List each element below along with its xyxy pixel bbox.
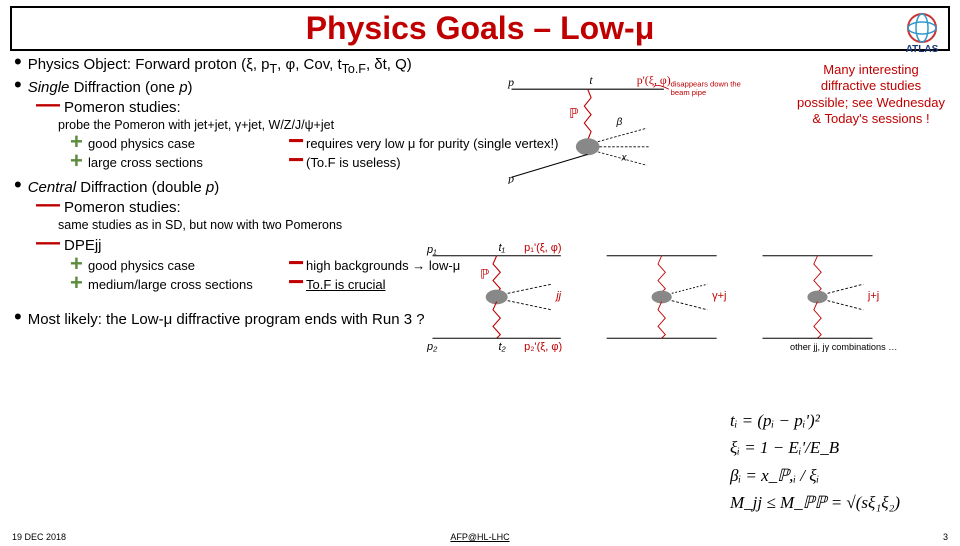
content-area: • Physics Object: Forward proton (ξ, pT,… [0,55,960,328]
sd-end: ) [188,79,193,96]
equations-block: tᵢ = (pᵢ − pᵢ')² ξᵢ = 1 − Eᵢ'/E_B βᵢ = x… [730,407,950,516]
sd-plus2: large cross sections [88,153,288,170]
sd-pm-row1: + good physics case − requires very low … [70,134,946,151]
cd-mid: Diffraction (double [76,179,206,196]
cd-pm-row2: + medium/large cross sections − To.F is … [70,275,946,292]
footer-date: 19 DEC 2018 [12,532,66,542]
slide-title: Physics Goals – Low-μ [12,10,948,47]
fig2-t2: t₂ [499,341,507,352]
arrow-icon: → [412,258,425,273]
bullet1-rest: , φ, Cov, t [277,56,341,73]
cd-pomeron-studies: — Pomeron studies: [14,198,946,216]
cd-minus1a: high backgrounds [306,258,412,273]
title-bar: Physics Goals – Low-μ [10,6,950,51]
minus-icon: − [288,153,306,170]
sd-pm-row2: + large cross sections − (To.F is useles… [70,153,946,170]
bullet-single-diffraction: • Single Diffraction (one p) [14,78,946,96]
sd-minus1: requires very low μ for purity (single v… [306,134,566,151]
cd-p: p [206,179,214,196]
cd-dpejj: — DPEjj [14,236,946,254]
sub-tof: To.F [342,62,366,76]
cd-pomeron-label: Pomeron studies: [64,199,181,216]
cd-plus1: good physics case [88,256,288,273]
cd-end: ) [214,179,219,196]
bullet-central-diffraction: • Central Diffraction (double p) [14,178,946,196]
cd-probe-note: same studies as in SD, but now with two … [58,218,946,232]
bullet-most-likely: • Most likely: the Low-μ diffractive pro… [14,310,946,328]
fig2-other-note: other jj, jγ combinations … [790,342,897,352]
sub-t: T [270,62,278,76]
bullet4-text: Most likely: the Low-μ diffractive progr… [28,311,425,328]
footer-center: AFP@HL-LHC [450,532,509,542]
cd-plus2: medium/large cross sections [88,275,288,292]
sd-minus2: (To.F is useless) [306,153,566,170]
plus-icon: + [70,275,88,292]
atlas-logo: ATLAS [892,10,952,56]
eq-t: tᵢ = (pᵢ − pᵢ')² [730,407,950,434]
footer-page: 3 [943,532,948,542]
sd-pomeron-studies: — Pomeron studies: [14,98,946,116]
svg-text:ATLAS: ATLAS [906,44,939,55]
bullet1-rest2: , δt, Q) [366,56,412,73]
minus-icon: − [288,275,306,292]
sd-mid: Diffraction (one [69,79,179,96]
cd-pm-row1: + good physics case − high backgrounds →… [70,256,946,273]
eq-mjj: M_jj ≤ M_ℙℙ = √(sξ₁ξ₂) [730,489,950,516]
bullet1-text: Physics Object: Forward proton (ξ, p [28,56,270,73]
plus-icon: + [70,153,88,170]
sd-pomeron-label: Pomeron studies: [64,99,181,116]
fig2-p2-out: p₂'(ξ, φ) [524,341,562,352]
eq-beta: βᵢ = x_ℙ,ᵢ / ξᵢ [730,462,950,489]
sd-plus1: good physics case [88,134,288,151]
cd-minus2: To.F is crucial [306,275,566,292]
cd-minus1: high backgrounds → low-μ [306,256,566,273]
fig2-p2-in: p₂ [426,341,438,352]
sd-p: p [179,79,187,96]
bullet-physics-object: • Physics Object: Forward proton (ξ, pT,… [14,55,946,76]
eq-xi: ξᵢ = 1 − Eᵢ'/E_B [730,434,950,461]
cd-minus1c: low-μ [425,258,460,273]
sd-probe-note: probe the Pomeron with jet+jet, γ+jet, W… [58,118,946,132]
